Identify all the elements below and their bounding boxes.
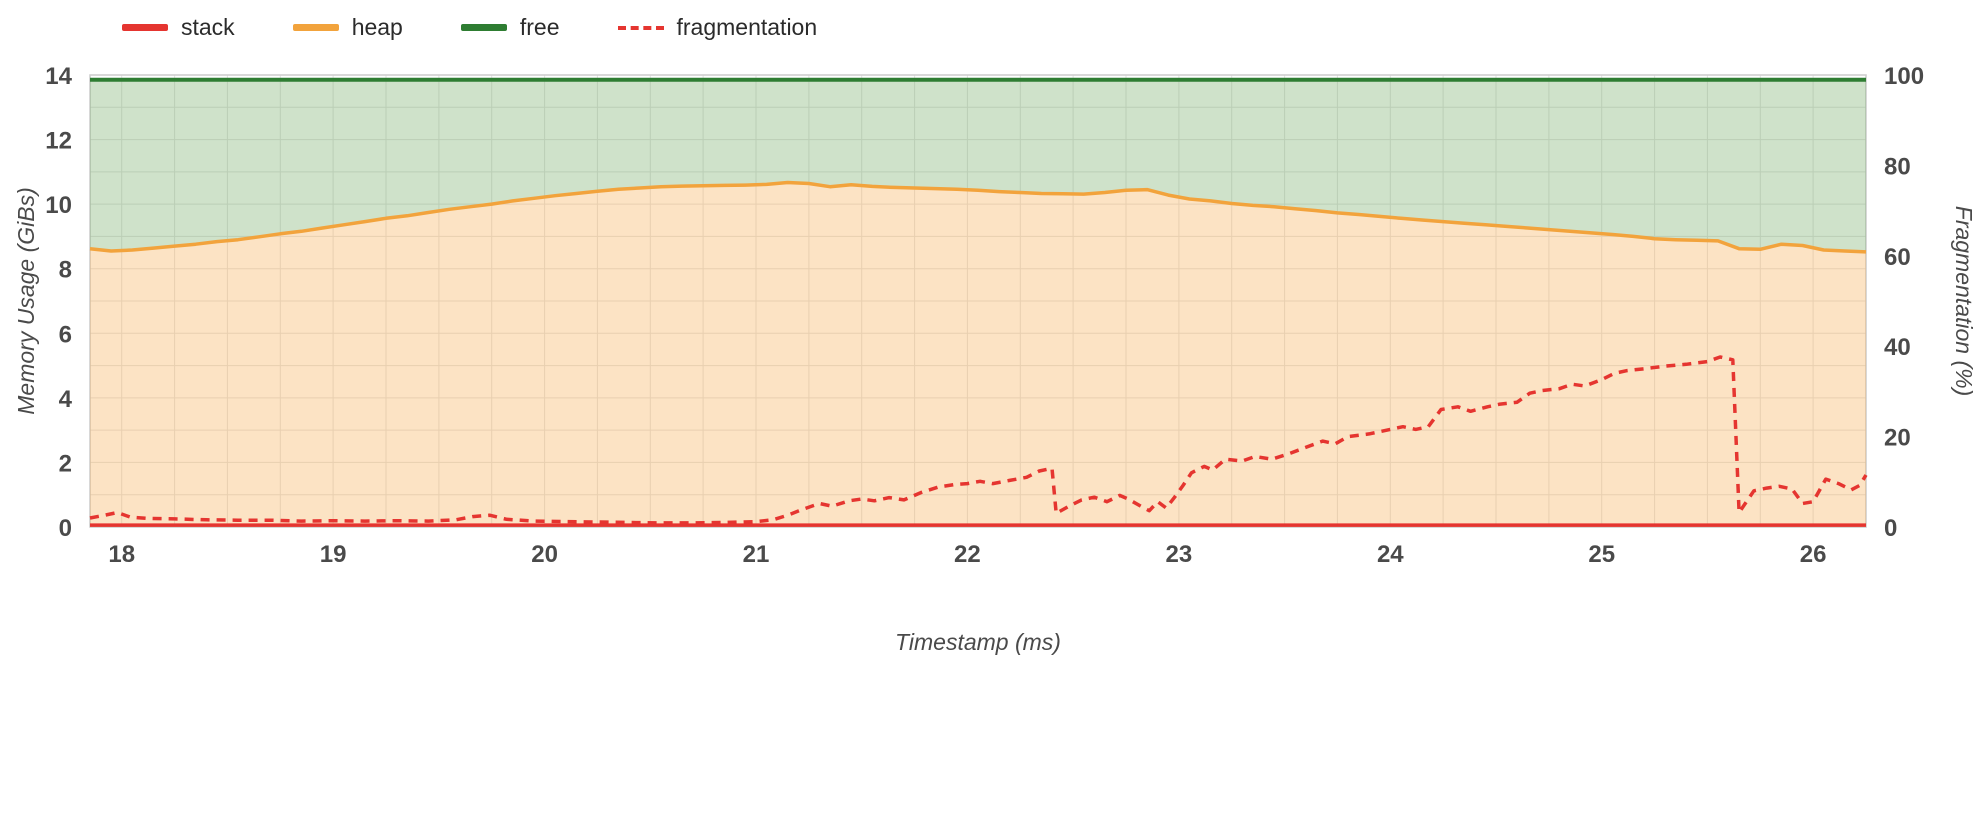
legend-label-free: free <box>519 14 560 40</box>
svg-text:18: 18 <box>108 541 135 568</box>
svg-text:2: 2 <box>59 450 72 477</box>
svg-text:25: 25 <box>1588 541 1615 568</box>
svg-text:26: 26 <box>1800 541 1827 568</box>
legend-item-stack[interactable]: stack <box>122 16 235 39</box>
svg-text:80: 80 <box>1884 153 1911 180</box>
svg-text:20: 20 <box>531 541 558 568</box>
svg-text:24: 24 <box>1377 541 1404 568</box>
fragmentation-swatch <box>617 25 664 30</box>
svg-text:100: 100 <box>1884 63 1924 90</box>
legend-item-fragmentation[interactable]: fragmentation <box>617 14 818 40</box>
svg-text:0: 0 <box>1884 515 1897 542</box>
legend-label-heap: heap <box>351 14 403 40</box>
svg-text:22: 22 <box>954 541 981 568</box>
legend-item-heap[interactable]: heap <box>292 14 403 40</box>
svg-text:Fragmentation (%): Fragmentation (%) <box>1951 206 1977 396</box>
svg-text:6: 6 <box>59 321 72 348</box>
svg-text:4: 4 <box>59 386 73 413</box>
svg-text:40: 40 <box>1884 334 1911 361</box>
svg-text:21: 21 <box>743 541 770 568</box>
chart-legend: stack heap free fragmentation <box>122 16 817 39</box>
svg-text:12: 12 <box>45 128 72 155</box>
svg-text:8: 8 <box>59 257 72 284</box>
svg-text:0: 0 <box>59 515 72 542</box>
svg-text:14: 14 <box>45 63 72 90</box>
legend-item-free[interactable]: free <box>460 14 560 40</box>
svg-text:60: 60 <box>1884 244 1911 271</box>
legend-label-stack: stack <box>181 14 235 40</box>
svg-text:20: 20 <box>1884 425 1911 452</box>
free-swatch <box>460 24 507 31</box>
svg-text:19: 19 <box>320 541 347 568</box>
stack-swatch <box>122 24 168 31</box>
heap-swatch <box>292 24 339 31</box>
legend-label-fragmentation: fragmentation <box>676 14 818 40</box>
svg-text:Memory Usage (GiBs): Memory Usage (GiBs) <box>13 187 39 414</box>
svg-text:10: 10 <box>45 192 72 219</box>
svg-text:23: 23 <box>1166 541 1193 568</box>
svg-text:Timestamp (ms): Timestamp (ms) <box>895 629 1061 655</box>
